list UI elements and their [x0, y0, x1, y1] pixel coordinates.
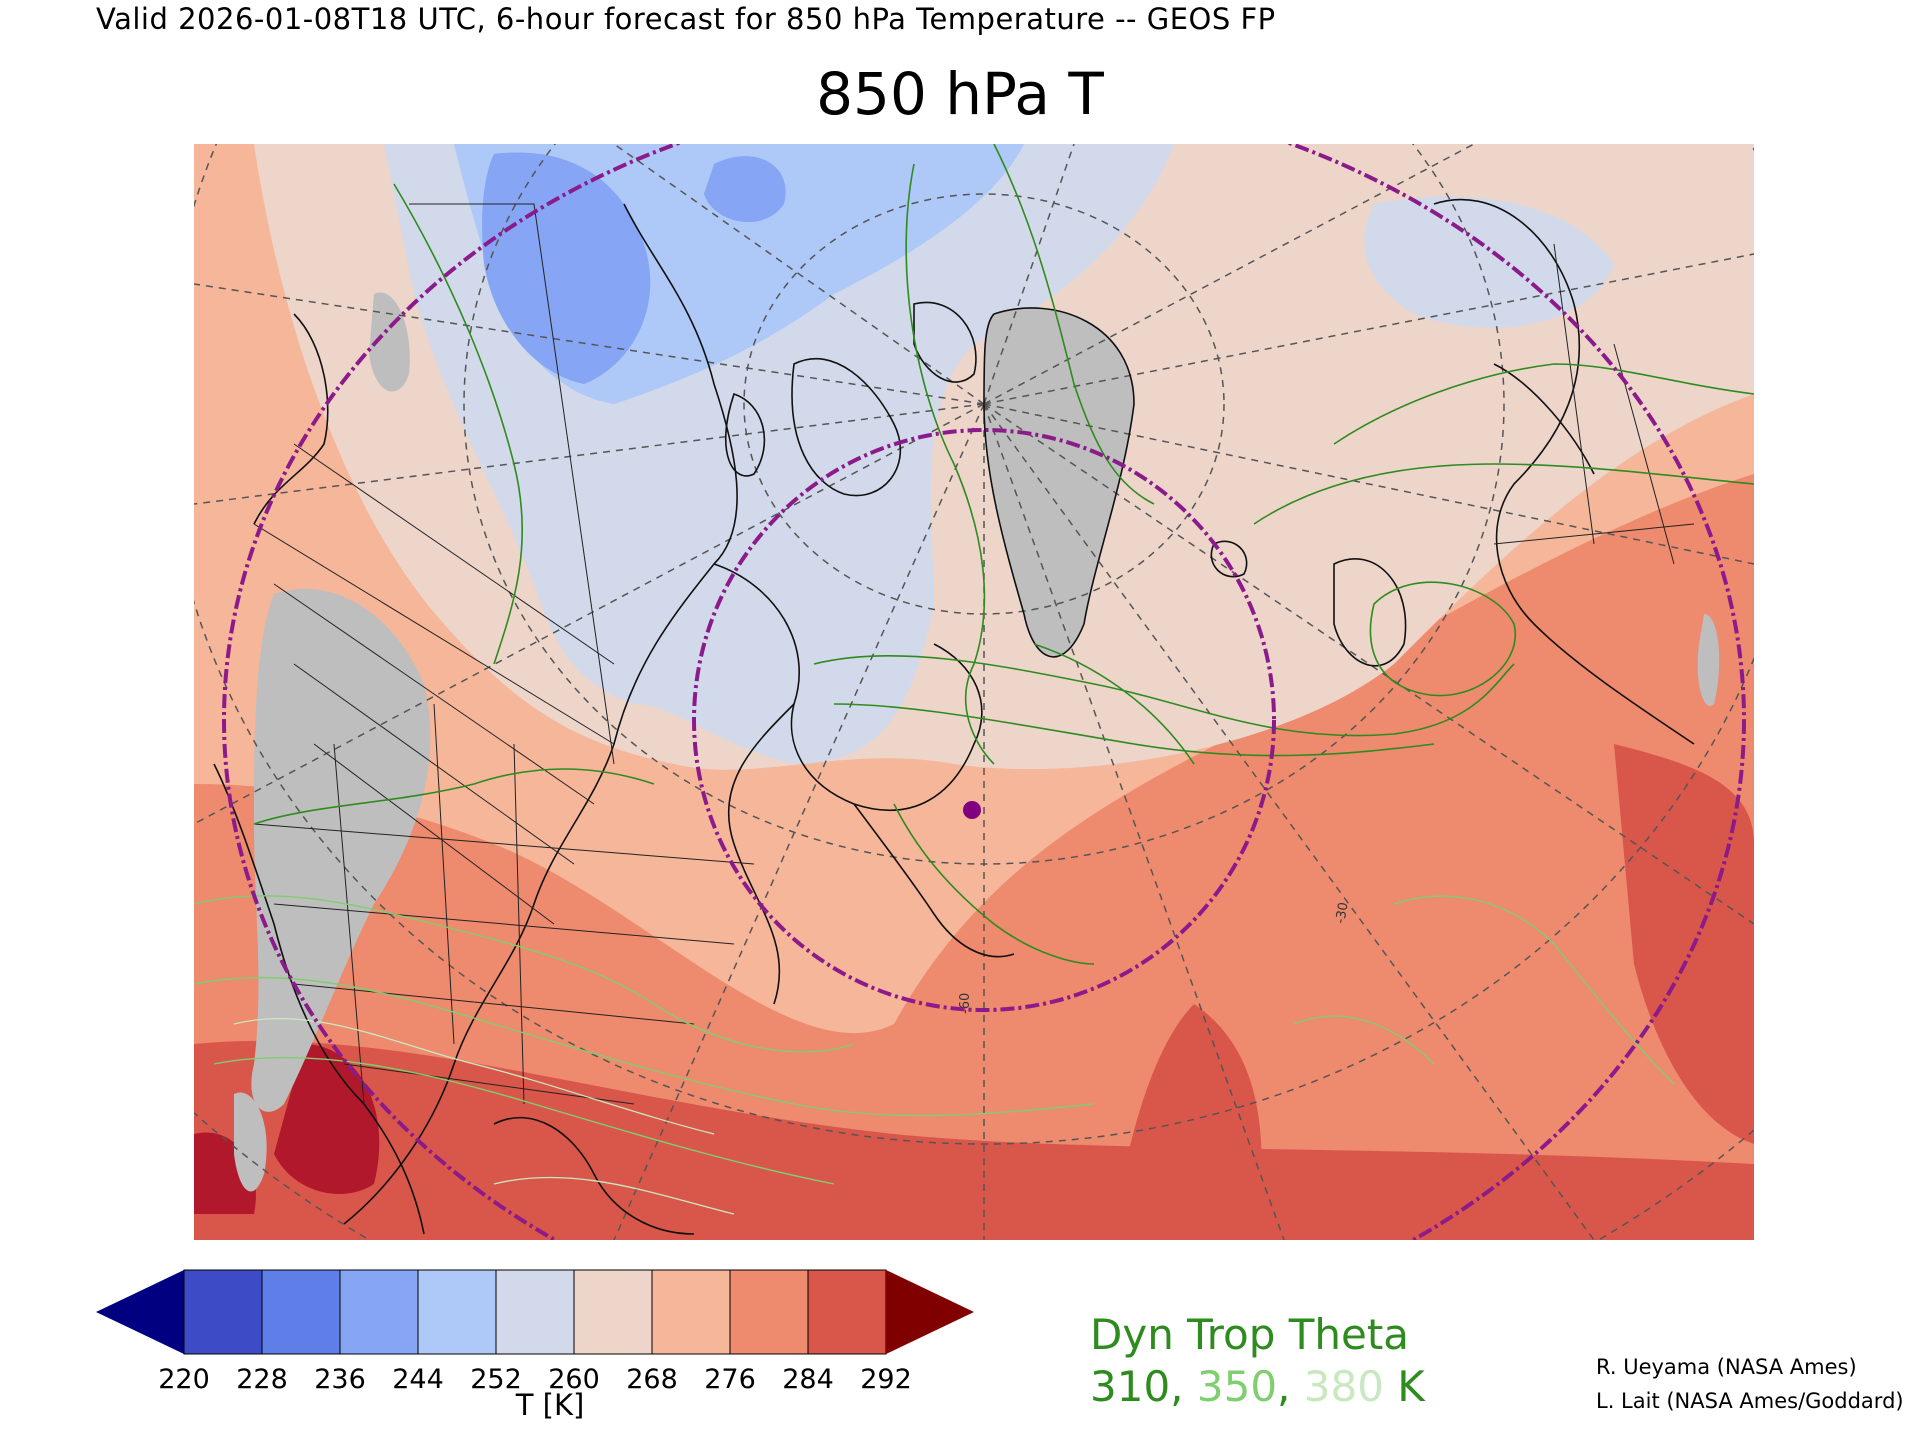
colorbar-box-1	[261, 1269, 341, 1355]
colorbar-box-8	[807, 1269, 887, 1355]
chart-title: 850 hPa T	[816, 60, 1104, 128]
colorbar-box-4	[495, 1269, 575, 1355]
field-252-260-scandinavia	[1364, 196, 1614, 328]
sierra-mask	[234, 1092, 267, 1192]
colorbar-tick-252: 252	[470, 1364, 522, 1392]
urals-mask	[1697, 614, 1720, 706]
colorbar-tick-268: 268	[626, 1364, 678, 1392]
contour-unit: K	[1383, 1362, 1425, 1411]
theta-350-contours	[194, 895, 1675, 1185]
credit-line-2: L. Lait (NASA Ames/Goddard)	[1596, 1389, 1904, 1413]
theta-380-contours	[233, 1017, 735, 1215]
coastlines	[213, 198, 1695, 1235]
theta-310-contours	[253, 144, 1754, 965]
field-236-244	[482, 152, 651, 384]
contour-legend-title: Dyn Trop Theta	[1090, 1310, 1410, 1359]
colorbar-box-6	[651, 1269, 731, 1355]
center-marker	[963, 801, 981, 819]
contour-sep-1: ,	[1170, 1362, 1197, 1411]
grid-label-lon-2: -30	[1333, 901, 1351, 925]
colorbar-tick-228: 228	[236, 1364, 288, 1392]
forecast-valid-line: Valid 2026-01-08T18 UTC, 6-hour forecast…	[96, 2, 1276, 36]
colorbar-tick-260: 260	[548, 1364, 600, 1392]
field-above-292-mexico	[274, 1044, 380, 1194]
credit-line-1: R. Ueyama (NASA Ames)	[1596, 1355, 1857, 1379]
colorbar-boxes	[183, 1269, 887, 1355]
colorbar-ticks: 220 228 236 244 252 260 268 276 284 292	[158, 1364, 912, 1392]
field-284-292-south	[194, 1040, 1754, 1240]
alaska-mask	[369, 292, 410, 392]
colorbar-tick-244: 244	[392, 1364, 444, 1392]
graticule	[194, 144, 1754, 1240]
colorbar-tick-236: 236	[314, 1364, 366, 1392]
colorbar: 220 228 236 244 252 260 268 276 284 292	[96, 1269, 974, 1392]
colorbar-box-3	[417, 1269, 497, 1355]
greenland-mask	[984, 308, 1134, 657]
contour-value-380: 380	[1303, 1362, 1384, 1411]
colorbar-tick-284: 284	[782, 1364, 834, 1392]
colorbar-tick-292: 292	[860, 1364, 912, 1392]
colorbar-below-arrow	[96, 1270, 184, 1354]
colorbar-box-2	[339, 1269, 419, 1355]
rockies-mask	[251, 588, 431, 1112]
field-284-292-east	[1614, 744, 1754, 1144]
contour-value-310: 310	[1090, 1362, 1171, 1411]
colorbar-box-7	[729, 1269, 809, 1355]
colorbar-above-arrow	[886, 1270, 974, 1354]
colorbar-unit-label: T [K]	[515, 1388, 585, 1422]
inner-dashdot-circle	[692, 428, 1276, 1012]
temperature-map: -60 -30	[194, 144, 1754, 1240]
field-236-244-arctic	[704, 156, 786, 223]
colorbar-tick-276: 276	[704, 1364, 756, 1392]
outer-dashdot-circle	[222, 144, 1746, 1240]
credits: R. Ueyama (NASA Ames) L. Lait (NASA Ames…	[1596, 1350, 1904, 1418]
colorbar-box-0	[183, 1269, 263, 1355]
contour-legend-values: 310, 350, 380 K	[1090, 1362, 1425, 1411]
field-284-292-atlantic-tongue	[1114, 1004, 1262, 1240]
map-canvas: -60 -30	[194, 144, 1754, 1240]
contour-sep-2: ,	[1277, 1362, 1304, 1411]
colorbar-box-5	[573, 1269, 653, 1355]
contour-value-350: 350	[1196, 1362, 1278, 1411]
colorbar-tick-220: 220	[158, 1364, 210, 1392]
political-borders	[253, 203, 1695, 1105]
